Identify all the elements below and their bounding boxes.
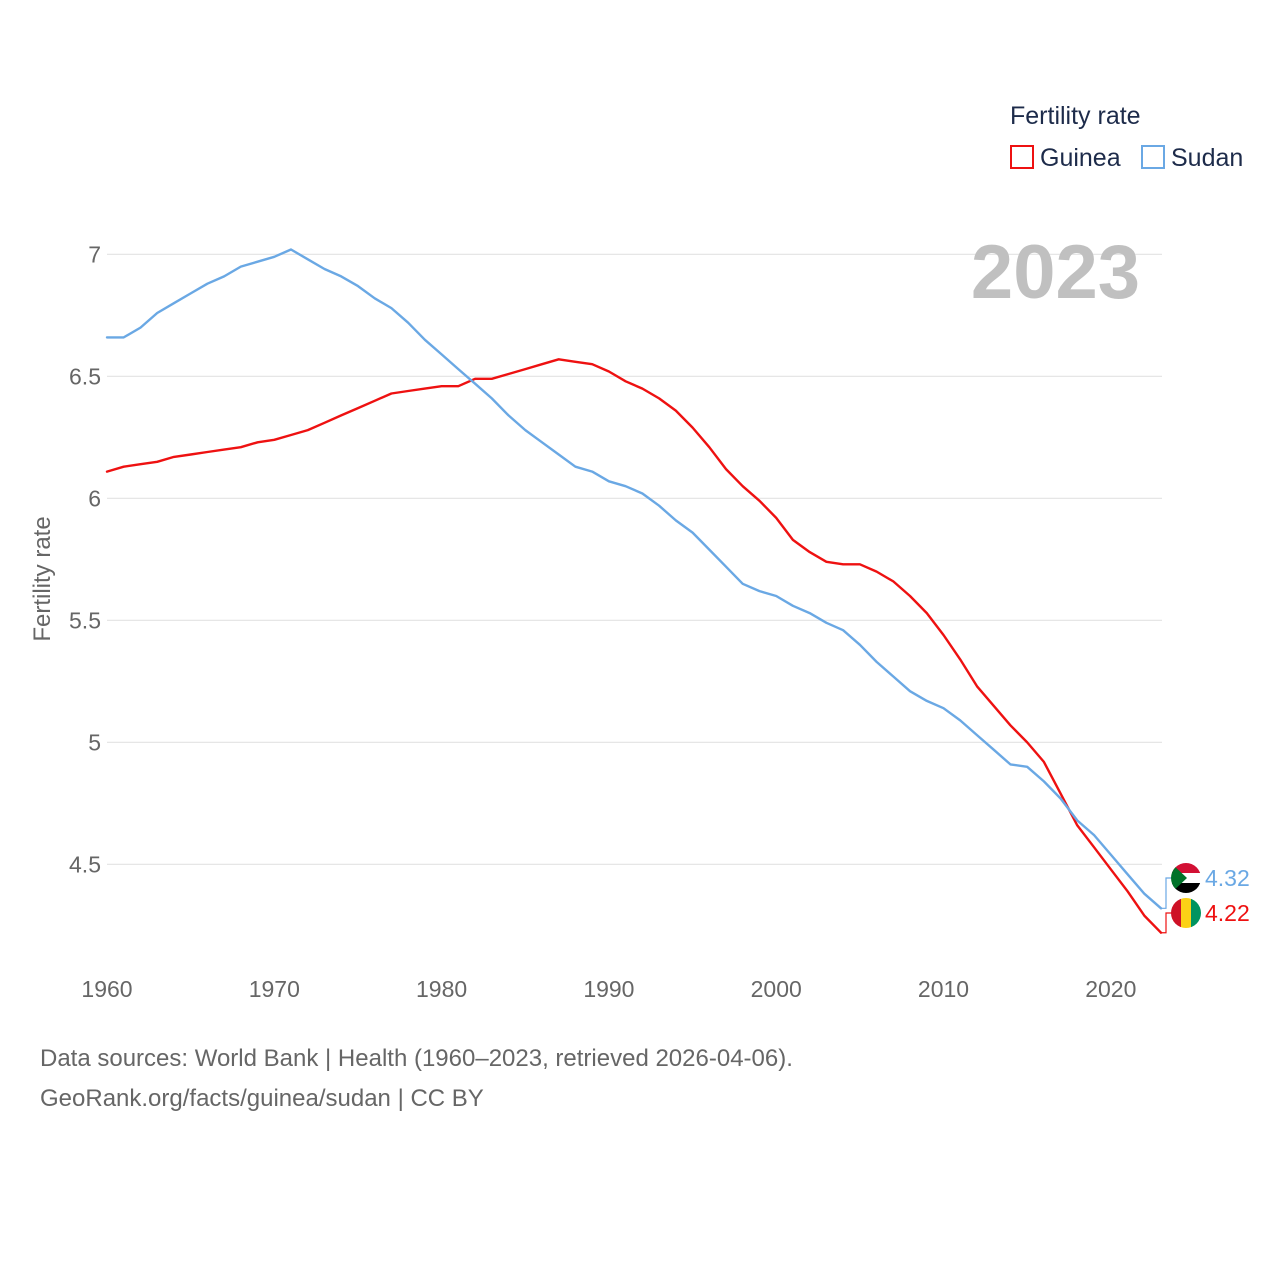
legend: Fertility rate Guinea Sudan <box>1010 102 1243 172</box>
end-labels: 4.22 4.32 <box>1161 863 1250 934</box>
x-tick-label: 1970 <box>249 976 300 1002</box>
sudan-flag-icon <box>1171 863 1201 893</box>
y-tick-label: 4.5 <box>69 851 101 877</box>
legend-label-sudan: Sudan <box>1171 144 1243 172</box>
y-tick-label: 5 <box>88 729 101 755</box>
y-tick-label: 6.5 <box>69 363 101 389</box>
credit-link[interactable]: GeoRank.org/facts/guinea/sudan | CC BY <box>40 1085 484 1112</box>
y-tick-label: 6 <box>88 485 101 511</box>
x-tick-label: 2020 <box>1085 976 1136 1002</box>
y-axis-ticks: 4.5 5 5.5 6 6.5 7 <box>69 241 101 877</box>
year-label: 2023 <box>971 230 1140 315</box>
x-tick-label: 2000 <box>751 976 802 1002</box>
legend-title: Fertility rate <box>1010 102 1141 130</box>
series-line-guinea[interactable] <box>105 358 1163 934</box>
x-tick-label: 2010 <box>918 976 969 1002</box>
data-sources-text: Data sources: World Bank | Health (1960–… <box>40 1045 793 1072</box>
end-connector-sudan <box>1161 877 1172 909</box>
end-label-sudan: 4.32 <box>1205 865 1250 891</box>
x-axis-ticks: 1960 1970 1980 1990 2000 2010 2020 <box>81 976 1136 1002</box>
legend-swatch-sudan <box>1141 145 1165 169</box>
end-label-guinea: 4.22 <box>1205 900 1250 926</box>
legend-item-guinea[interactable]: Guinea <box>1010 144 1121 172</box>
grid-lines <box>107 253 1162 866</box>
y-tick-label: 5.5 <box>69 607 101 633</box>
y-axis-title: Fertility rate <box>29 516 56 641</box>
x-tick-label: 1980 <box>416 976 467 1002</box>
series-line-sudan[interactable] <box>105 248 1163 910</box>
end-connector-guinea <box>1161 912 1172 934</box>
guinea-flag-icon <box>1171 898 1201 928</box>
x-tick-label: 1960 <box>81 976 132 1002</box>
legend-item-sudan[interactable]: Sudan <box>1141 144 1243 172</box>
legend-label-guinea: Guinea <box>1040 144 1121 172</box>
x-tick-label: 1990 <box>583 976 634 1002</box>
y-tick-label: 7 <box>88 241 101 267</box>
series-lines <box>105 248 1163 934</box>
legend-swatch-guinea <box>1010 145 1034 169</box>
